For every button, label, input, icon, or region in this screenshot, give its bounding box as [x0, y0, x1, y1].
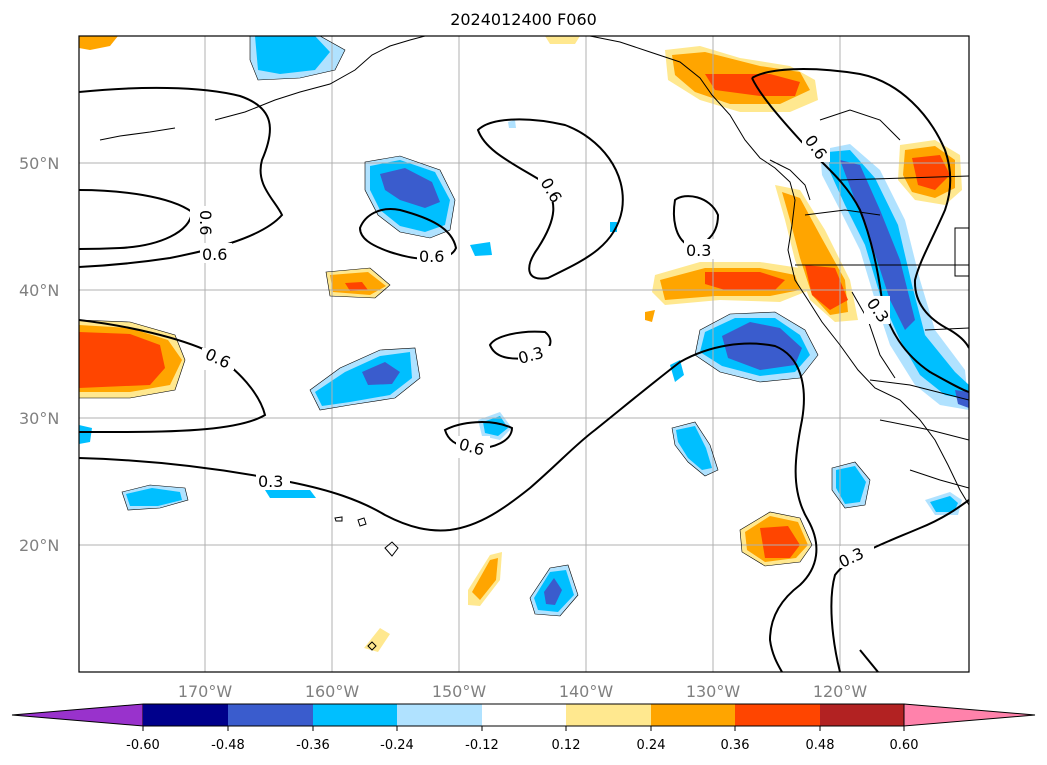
map-title: 2024012400 F060 — [450, 10, 597, 29]
lon-label: 150°W — [432, 682, 487, 701]
gridlines — [79, 36, 969, 672]
lat-label: 20°N — [19, 536, 59, 555]
contour-label: 0.3 — [686, 241, 711, 260]
lat-label: 30°N — [19, 409, 59, 428]
lon-label: 140°W — [559, 682, 614, 701]
contour-label: 0.6 — [419, 247, 444, 266]
colorbar-bin — [228, 704, 313, 726]
colorbar-bin — [651, 704, 735, 726]
lon-label: 120°W — [813, 682, 868, 701]
colorbar-tick-label: -0.24 — [380, 738, 414, 753]
colorbar-tick-label: -0.48 — [211, 738, 245, 753]
contour-labels: 0.6 0.6 0.6 0.6 0.3 0.6 0.3 0.3 0.6 0.3 … — [190, 131, 893, 572]
colorbar-min-extension — [11, 703, 144, 727]
colorbar-bin — [482, 704, 566, 726]
lat-label: 50°N — [19, 154, 59, 173]
colorbar-tick-label: 0.24 — [637, 738, 666, 753]
lat-label: 40°N — [19, 281, 59, 300]
contour-label: 0.6 — [202, 245, 227, 264]
lon-label: 130°W — [686, 682, 741, 701]
colorbar-tick-label: 0.36 — [721, 738, 750, 753]
colorbar-bin — [143, 704, 228, 726]
shading-outlines — [79, 36, 871, 617]
map-area: 0.6 0.6 0.6 0.6 0.3 0.6 0.3 0.3 0.6 0.3 … — [79, 36, 969, 672]
colorbar-tick-label: -0.12 — [465, 738, 499, 753]
colorbar-tick-label: 0.48 — [806, 738, 835, 753]
colorbar-bin — [313, 704, 397, 726]
shaded-anomalies — [79, 36, 969, 652]
latitude-labels: 50°N 40°N 30°N 20°N — [19, 154, 59, 555]
map-frame — [78, 35, 970, 673]
colorbar-tick-label: -0.60 — [126, 738, 160, 753]
lon-label: 160°W — [305, 682, 360, 701]
colorbar-bin — [735, 704, 820, 726]
colorbar-bin — [566, 704, 651, 726]
colorbar-tick-label: -0.36 — [296, 738, 330, 753]
contour-label: 0.3 — [258, 472, 283, 491]
lon-label: 170°W — [178, 682, 233, 701]
colorbar-max-extension — [903, 703, 1036, 727]
colorbar: -0.60 -0.48 -0.36 -0.24 -0.12 0.12 0.24 … — [11, 703, 1036, 753]
coastlines — [99, 36, 969, 651]
colorbar-bin — [397, 704, 482, 726]
longitude-labels: 170°W 160°W 150°W 140°W 130°W 120°W — [178, 682, 868, 701]
contour-label: 0.6 — [196, 210, 215, 235]
colorbar-tick-label: 0.60 — [890, 738, 919, 753]
colorbar-tick-label: 0.12 — [552, 738, 581, 753]
colorbar-bin — [820, 704, 904, 726]
